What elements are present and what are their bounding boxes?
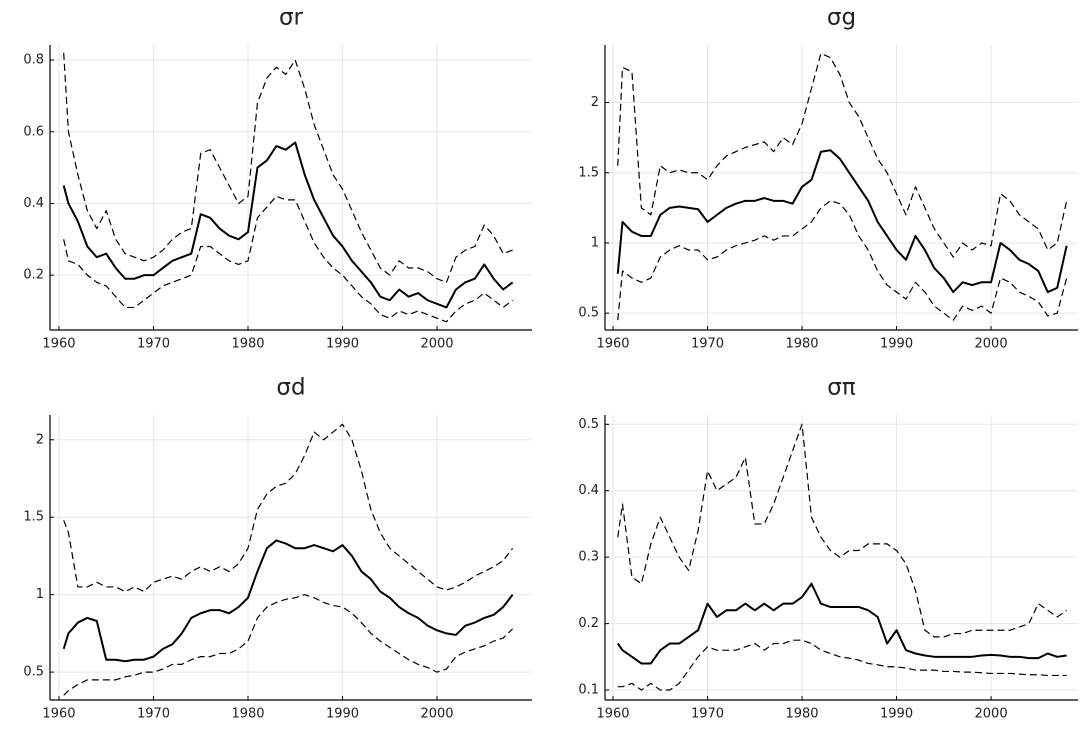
y-tick-label: 0.5 [578, 417, 599, 432]
median-line [62, 141, 514, 309]
x-tick-label: 1970 [137, 337, 170, 352]
y-tick-label: 1.5 [578, 165, 599, 180]
band-line [63, 195, 513, 323]
x-tick-label: 1960 [596, 707, 629, 722]
x-tick-label: 1990 [880, 337, 913, 352]
y-tick-label: 0.5 [23, 665, 44, 680]
x-tick-label: 1980 [785, 707, 818, 722]
y-tick-label: 0.1 [578, 683, 599, 698]
y-tick-label: 2 [591, 95, 599, 110]
x-tick-label: 2000 [420, 337, 453, 352]
y-tick-label: 0.2 [578, 616, 599, 631]
x-tick-label: 1980 [231, 707, 264, 722]
x-tick-label: 1970 [691, 337, 724, 352]
y-tick-label: 1 [36, 587, 44, 602]
x-tick-label: 1990 [880, 707, 913, 722]
y-tick-label: 0.5 [578, 306, 599, 321]
panel-title: σd [276, 375, 305, 401]
x-tick-label: 1960 [596, 337, 629, 352]
x-tick-label: 1980 [785, 337, 818, 352]
y-tick-label: 1 [591, 235, 599, 250]
median-line [616, 582, 1067, 665]
band-line [617, 423, 1068, 638]
y-tick-label: 0.2 [23, 268, 44, 283]
band-line [63, 594, 514, 696]
x-tick-label: 1980 [231, 337, 264, 352]
y-tick-label: 0.4 [23, 196, 44, 211]
x-tick-label: 2000 [975, 707, 1008, 722]
x-tick-label: 2000 [420, 707, 453, 722]
panel-title: σg [827, 5, 856, 31]
x-tick-label: 1960 [42, 707, 75, 722]
y-tick-label: 1.5 [23, 510, 44, 525]
band-line [63, 52, 513, 283]
median-line [62, 539, 514, 663]
panel-title: σπ [827, 375, 856, 401]
y-tick-label: 0.6 [23, 124, 44, 139]
band-line [617, 52, 1068, 258]
x-tick-label: 1990 [326, 707, 359, 722]
panel-title: σr [279, 5, 304, 31]
x-tick-label: 2000 [975, 337, 1008, 352]
x-tick-label: 1990 [326, 337, 359, 352]
y-tick-label: 2 [36, 432, 44, 447]
x-tick-label: 1970 [691, 707, 724, 722]
band-line [617, 200, 1068, 321]
median-line [616, 149, 1068, 294]
y-tick-label: 0.8 [23, 53, 44, 68]
x-tick-label: 1970 [137, 707, 170, 722]
band-line [617, 639, 1067, 691]
y-tick-label: 0.3 [578, 550, 599, 565]
band-line [63, 423, 514, 593]
x-tick-label: 1960 [42, 337, 75, 352]
y-tick-label: 0.4 [578, 483, 599, 498]
